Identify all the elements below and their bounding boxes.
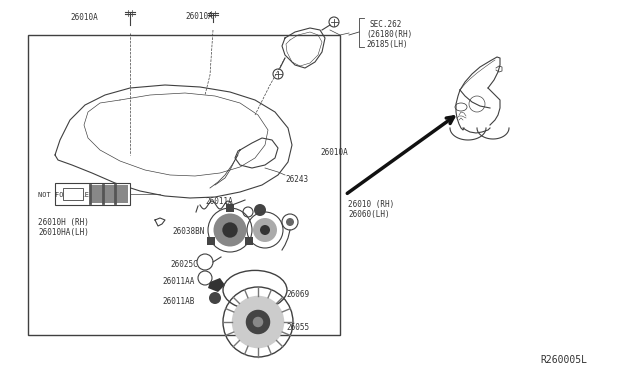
Circle shape	[286, 218, 294, 226]
Text: 26038BN: 26038BN	[172, 227, 204, 236]
Circle shape	[243, 207, 253, 217]
Circle shape	[253, 218, 277, 242]
Bar	[63, 188, 83, 200]
Text: 26010A: 26010A	[320, 148, 348, 157]
Circle shape	[214, 214, 246, 247]
Text: 26069: 26069	[286, 290, 309, 299]
Circle shape	[222, 222, 237, 238]
Text: NOT FOR SALE: NOT FOR SALE	[38, 192, 89, 198]
Bar	[207, 237, 215, 245]
Text: (26180(RH): (26180(RH)	[366, 30, 412, 39]
Text: 26025C: 26025C	[170, 260, 198, 269]
Text: 26010A: 26010A	[70, 13, 98, 22]
Text: 26060(LH): 26060(LH)	[348, 210, 390, 219]
Circle shape	[253, 317, 263, 327]
Text: 26243: 26243	[285, 175, 308, 184]
Text: SEC.262: SEC.262	[370, 20, 403, 29]
Bar	[90, 185, 128, 203]
Bar	[226, 204, 234, 212]
Circle shape	[246, 310, 270, 334]
Text: 26185(LH): 26185(LH)	[366, 40, 408, 49]
Text: 26011AB: 26011AB	[162, 297, 195, 306]
Bar	[28, 35, 340, 335]
Circle shape	[209, 292, 221, 304]
Circle shape	[254, 204, 266, 216]
Text: 26010H (RH): 26010H (RH)	[38, 218, 89, 227]
Polygon shape	[208, 278, 225, 292]
Bar	[245, 237, 253, 245]
Text: R260005L: R260005L	[540, 355, 587, 365]
Text: 26010 (RH): 26010 (RH)	[348, 200, 394, 209]
Bar	[55, 183, 130, 205]
Text: 26011A: 26011A	[205, 197, 233, 206]
Text: 26010HA(LH): 26010HA(LH)	[38, 228, 89, 237]
Text: 26011AA: 26011AA	[162, 277, 195, 286]
Circle shape	[232, 296, 284, 348]
Text: 26010A: 26010A	[185, 12, 212, 21]
Circle shape	[260, 225, 270, 235]
Text: 26055: 26055	[286, 323, 309, 332]
